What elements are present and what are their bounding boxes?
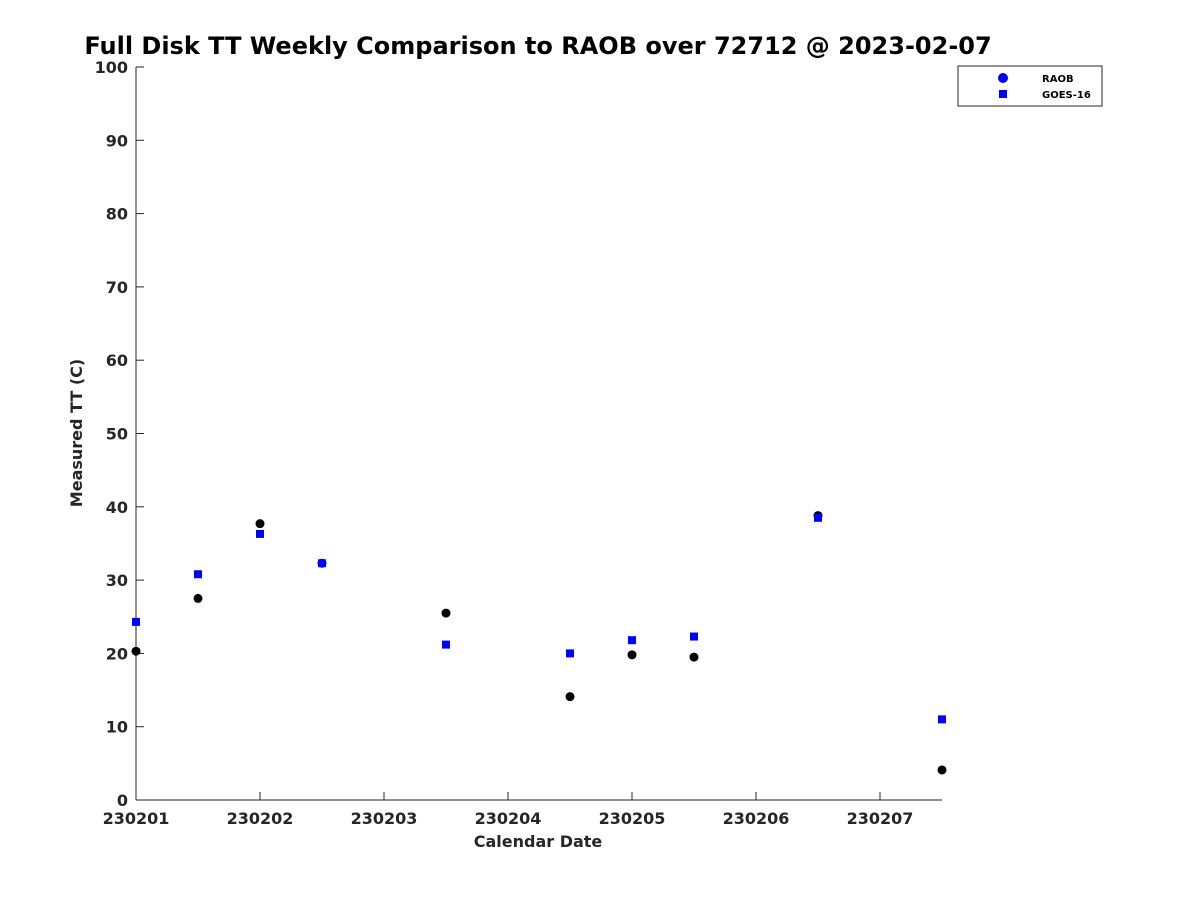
goes-16-point xyxy=(690,632,698,641)
x-tick-label: 230206 xyxy=(723,809,790,828)
raob-point xyxy=(131,646,141,656)
y-axis-label: Measured TT (C) xyxy=(67,359,86,507)
series-raob xyxy=(131,511,947,775)
y-tick-label: 60 xyxy=(106,351,128,370)
raob-point xyxy=(255,519,265,529)
goes-16-point xyxy=(256,529,264,538)
y-tick-label: 90 xyxy=(106,131,128,150)
goes-16-point xyxy=(566,649,574,658)
raob-point xyxy=(937,765,947,775)
goes-16-point xyxy=(318,559,326,568)
y-tick-label: 100 xyxy=(95,58,128,77)
goes-16-point xyxy=(194,570,202,579)
y-tick-label: 0 xyxy=(117,791,128,810)
y-tick-label: 30 xyxy=(106,571,128,590)
goes-16-point xyxy=(938,715,946,724)
x-tick-label: 230201 xyxy=(103,809,170,828)
y-tick-label: 50 xyxy=(106,425,128,444)
x-axis-label: Calendar Date xyxy=(474,832,603,851)
goes-16-point xyxy=(814,513,822,522)
legend-label: GOES-16 xyxy=(1042,90,1091,101)
legend: RAOB GOES-16 xyxy=(957,65,1103,107)
raob-point xyxy=(627,650,637,660)
raob-point xyxy=(565,692,575,702)
x-tick-label: 230203 xyxy=(351,809,418,828)
x-tick-label: 230207 xyxy=(847,809,914,828)
axes xyxy=(135,67,942,801)
y-tick-label: 80 xyxy=(106,205,128,224)
goes-16-point xyxy=(132,617,140,626)
legend-marker-square xyxy=(999,90,1007,98)
raob-point xyxy=(193,593,203,603)
y-tick-label: 40 xyxy=(106,498,128,517)
x-tick-label: 230202 xyxy=(227,809,294,828)
y-tick-label: 10 xyxy=(106,718,128,737)
legend-box xyxy=(957,65,1103,107)
legend-marker-circle xyxy=(998,73,1008,83)
ticks: 0 10 20 30 40 50 60 70 80 90 100 230201 230202 230203… xyxy=(95,58,914,828)
y-tick-label: 20 xyxy=(106,644,128,663)
data-points xyxy=(131,511,947,775)
x-tick-label: 230205 xyxy=(599,809,666,828)
chart-title: Full Disk TT Weekly Comparison to RAOB o… xyxy=(84,32,991,60)
goes-16-point xyxy=(442,640,450,649)
x-tick-label: 230204 xyxy=(475,809,542,828)
raob-point xyxy=(441,608,451,618)
raob-point xyxy=(689,652,699,662)
y-tick-label: 70 xyxy=(106,278,128,297)
legend-label: RAOB xyxy=(1042,74,1074,85)
series-goes-16 xyxy=(132,513,946,724)
goes-16-point xyxy=(628,636,636,645)
